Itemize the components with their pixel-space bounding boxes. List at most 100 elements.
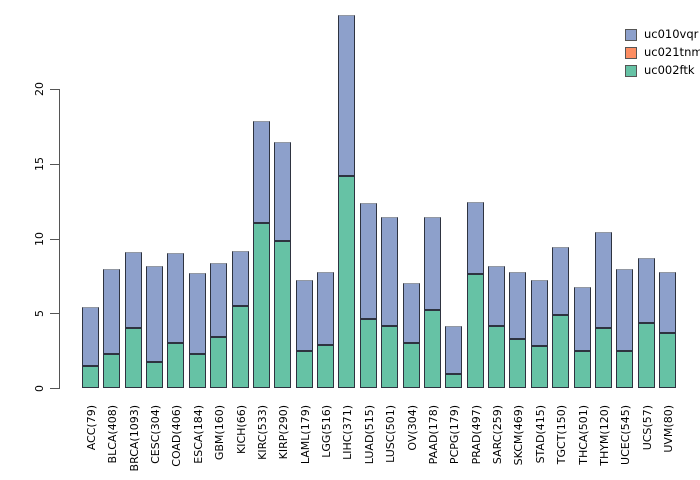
x-axis-label: BRCA(1093)	[126, 405, 142, 471]
x-axis-label-text: LIHC(371)	[340, 405, 354, 460]
x-axis-label: UCS(57)	[639, 405, 655, 450]
bar-segment-uc010vqr	[103, 269, 120, 354]
bar-segment-uc002ftk	[467, 274, 484, 388]
bar-segment-uc010vqr	[574, 287, 591, 351]
bar	[296, 280, 313, 388]
x-axis-label-text: OV(304)	[405, 405, 419, 451]
x-axis-label-text: LUAD(515)	[362, 405, 376, 465]
bar	[574, 287, 591, 388]
bar-segment-uc010vqr	[445, 326, 462, 374]
bar	[403, 283, 420, 388]
x-axis-label-text: PRAD(497)	[469, 405, 483, 465]
x-axis-label-text: UVM(80)	[661, 405, 675, 453]
bar	[659, 272, 676, 388]
bar	[467, 202, 484, 388]
x-axis-label: KIRP(290)	[275, 405, 291, 459]
bar-segment-uc002ftk	[488, 326, 505, 388]
bar-segment-uc010vqr	[338, 15, 355, 176]
bar	[381, 217, 398, 388]
bar	[638, 258, 655, 388]
x-axis-label: ACC(79)	[83, 405, 99, 450]
bar-segment-uc002ftk	[125, 328, 142, 388]
bar-segment-uc010vqr	[189, 273, 206, 354]
x-axis-label: COAD(406)	[168, 405, 184, 467]
x-axis-label-text: KICH(66)	[234, 405, 248, 454]
y-axis-tick-label-text: 0	[32, 384, 46, 392]
bar	[210, 263, 227, 388]
legend-label: uc002ftk	[644, 62, 695, 77]
y-axis-tick-label-text: 20	[32, 82, 46, 96]
y-axis-tick-label: 0	[31, 363, 47, 413]
bar-segment-uc010vqr	[210, 263, 227, 337]
x-axis-label-text: LAML(179)	[298, 405, 312, 465]
x-axis-label: SARC(259)	[489, 405, 505, 464]
y-axis-tick	[50, 164, 59, 165]
x-axis-label: LIHC(371)	[339, 405, 355, 460]
bar-segment-uc002ftk	[659, 333, 676, 388]
bar-segment-uc010vqr	[509, 272, 526, 339]
bar	[509, 272, 526, 388]
legend-swatch	[625, 64, 637, 77]
x-axis-label-text: ESCA(184)	[191, 405, 205, 464]
x-axis-label: OV(304)	[404, 405, 420, 451]
bar-segment-uc010vqr	[82, 307, 99, 366]
bar	[552, 247, 569, 388]
y-axis-tick-label: 15	[31, 139, 47, 189]
bar-segment-uc002ftk	[189, 354, 206, 388]
bar-segment-uc010vqr	[595, 232, 612, 328]
x-axis-label-text: ACC(79)	[84, 405, 98, 451]
bar-segment-uc002ftk	[531, 346, 548, 388]
bar	[616, 269, 633, 388]
bar-segment-uc002ftk	[167, 343, 184, 388]
bar-segment-uc002ftk	[509, 339, 526, 388]
bar-segment-uc002ftk	[146, 362, 163, 388]
bar-segment-uc010vqr	[403, 283, 420, 343]
x-axis-label: THCA(501)	[575, 405, 591, 465]
bar	[338, 15, 355, 388]
bar-segment-uc010vqr	[616, 269, 633, 351]
bar	[253, 121, 270, 388]
x-axis-label-text: BRCA(1093)	[127, 405, 141, 472]
bar-segment-uc002ftk	[338, 176, 355, 388]
bar-segment-uc002ftk	[424, 310, 441, 388]
x-axis-label: KICH(66)	[233, 405, 249, 454]
bar-segment-uc010vqr	[232, 251, 249, 306]
x-axis-label-text: SKCM(469)	[511, 405, 525, 466]
y-axis-tick-label-text: 10	[32, 232, 46, 246]
bar-segment-uc002ftk	[253, 223, 270, 388]
bar-segment-uc010vqr	[488, 266, 505, 326]
x-axis-label: TGCT(150)	[553, 405, 569, 464]
legend-swatch	[625, 28, 637, 41]
y-axis-tick	[50, 89, 59, 90]
bar-segment-uc010vqr	[296, 280, 313, 351]
bar-segment-uc002ftk	[381, 326, 398, 388]
bar-segment-uc002ftk	[232, 306, 249, 388]
bar-segment-uc002ftk	[317, 345, 334, 388]
bar-segment-uc010vqr	[552, 247, 569, 315]
bar	[531, 280, 548, 388]
bar-segment-uc010vqr	[467, 202, 484, 274]
bar-segment-uc002ftk	[82, 366, 99, 388]
bar-segment-uc002ftk	[552, 315, 569, 388]
x-axis-label-text: SARC(259)	[490, 405, 504, 465]
legend-swatch	[625, 46, 637, 59]
bar-segment-uc002ftk	[574, 351, 591, 388]
legend-entry: uc002ftk	[625, 62, 700, 79]
bar	[360, 203, 377, 388]
x-axis-label: UVM(80)	[660, 405, 676, 453]
x-axis-label: THYM(120)	[596, 405, 612, 466]
x-axis-label-text: STAD(415)	[533, 405, 547, 464]
bar-segment-uc010vqr	[531, 280, 548, 346]
y-axis-tick	[50, 313, 59, 314]
bar-segment-uc002ftk	[638, 323, 655, 388]
bar	[146, 266, 163, 388]
bar	[317, 272, 334, 388]
bar-segment-uc010vqr	[167, 253, 184, 343]
x-axis-label: PCPG(179)	[446, 405, 462, 464]
bar	[274, 142, 291, 388]
x-axis-label: LUAD(515)	[361, 405, 377, 464]
x-axis-label-text: UCEC(545)	[618, 405, 632, 465]
x-axis-label-text: UCS(57)	[640, 405, 654, 451]
x-axis-label: UCEC(545)	[617, 405, 633, 465]
y-axis-line	[59, 89, 60, 389]
